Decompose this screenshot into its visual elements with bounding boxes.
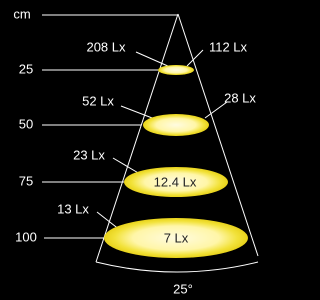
distance-label: 50	[19, 116, 33, 131]
distance-label: 100	[15, 229, 37, 244]
beam-diagram: cm 25 50 75 100 208 Lx 112 Lx 52 Lx 28 L…	[0, 0, 259, 300]
edge-lux: 7 Lx	[164, 230, 189, 245]
center-lux: 52 Lx	[82, 93, 114, 108]
edge-lux: 28 Lx	[224, 90, 256, 105]
light-spot	[158, 65, 194, 75]
distance-label: 25	[19, 61, 33, 76]
center-lux: 208 Lx	[86, 39, 126, 54]
edge-lux: 112 Lx	[209, 39, 248, 54]
beam-angle: 25°	[173, 281, 193, 296]
center-lux: 13 Lx	[57, 201, 89, 216]
distance-label: 75	[19, 173, 33, 188]
unit-label: cm	[13, 6, 30, 21]
center-lux: 23 Lx	[73, 147, 105, 162]
light-spot	[143, 114, 209, 136]
edge-lux: 12.4 Lx	[154, 174, 197, 189]
